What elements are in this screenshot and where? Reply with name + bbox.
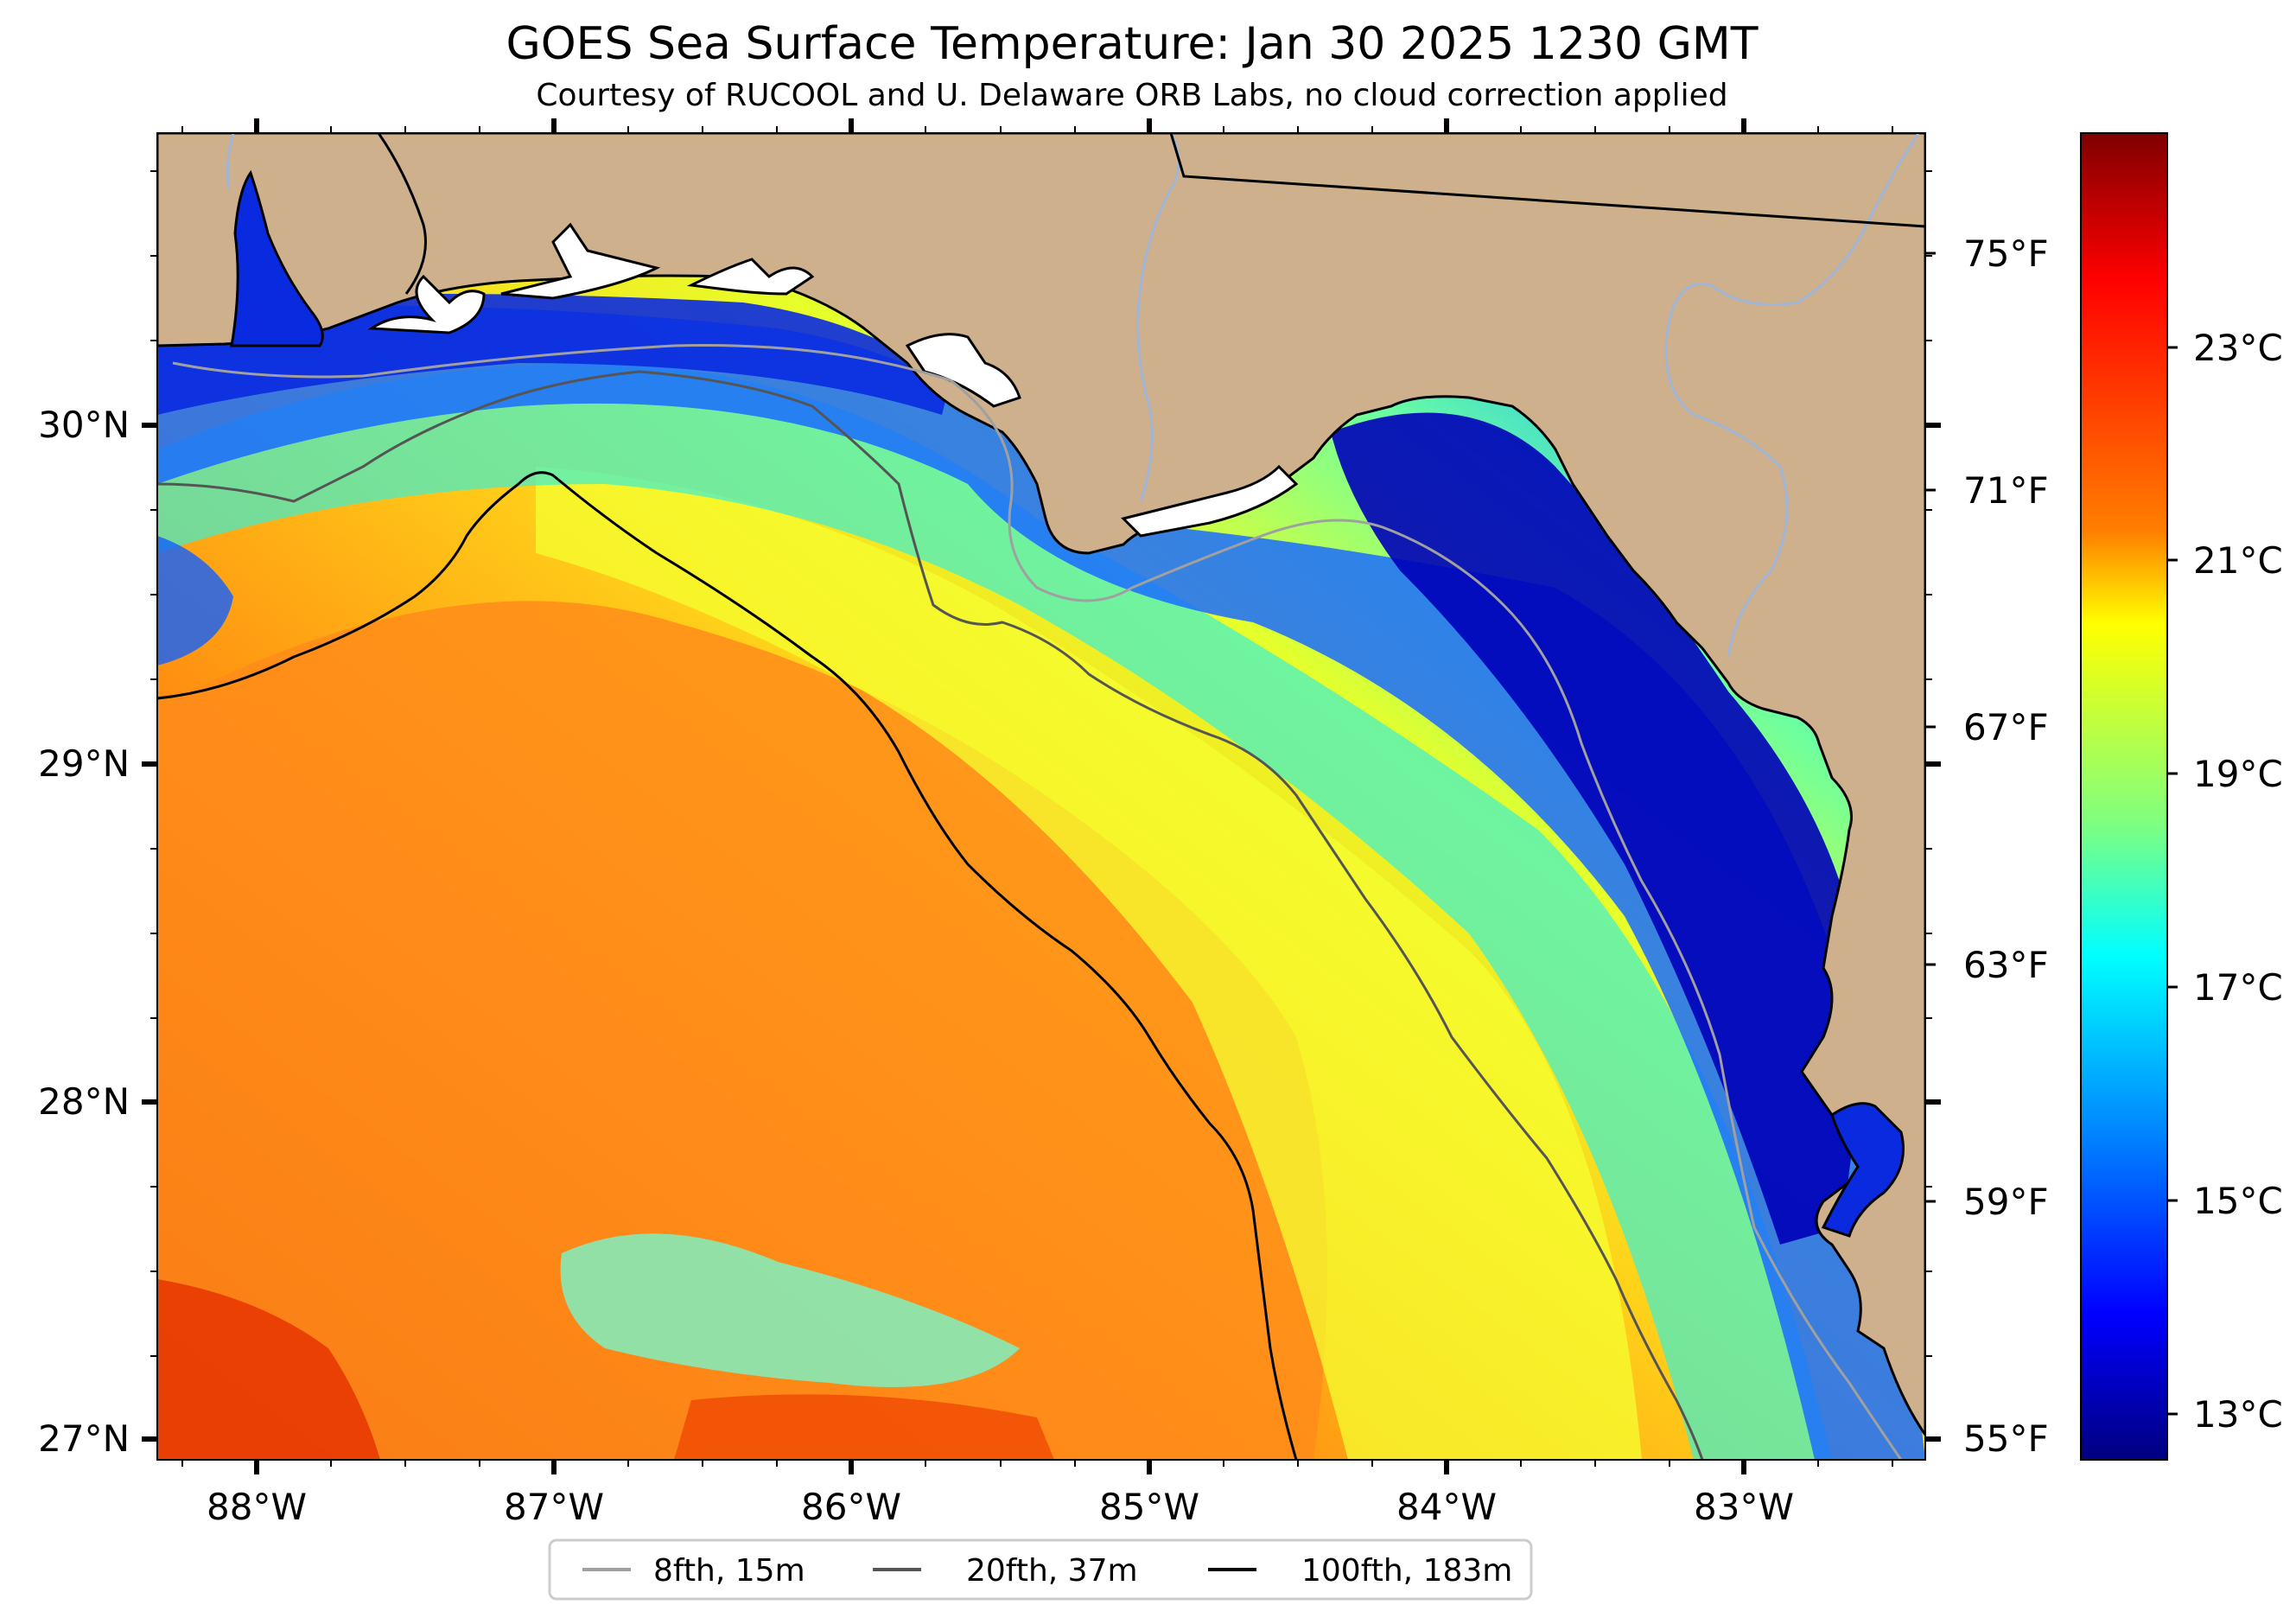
isobath-8fth bbox=[172, 344, 1903, 1460]
f-label-71: 71°F bbox=[1963, 469, 2049, 512]
lat-label-29n: 29°N bbox=[38, 742, 130, 785]
legend-label-100fth: 100fth, 183m bbox=[1301, 1553, 1512, 1589]
cbar-label-19c: 19°C bbox=[2193, 753, 2283, 795]
state-border-west bbox=[377, 133, 427, 295]
f-label-59: 59°F bbox=[1963, 1181, 2049, 1223]
sst-yellow-band bbox=[536, 467, 1642, 1460]
sst-darkblue-region bbox=[1331, 412, 1860, 1245]
lon-label-86w: 86°W bbox=[801, 1486, 901, 1528]
map-title: GOES Sea Surface Temperature: Jan 30 202… bbox=[506, 18, 1758, 70]
lat-label-28n: 28°N bbox=[38, 1080, 130, 1123]
sst-blue-west-edge bbox=[157, 536, 233, 666]
lon-ticks bbox=[254, 118, 1746, 1474]
f-label-67: 67°F bbox=[1963, 706, 2049, 748]
lat-label-30n: 30°N bbox=[38, 404, 130, 446]
bay-st-andrews bbox=[686, 258, 815, 296]
sst-cool-filament bbox=[560, 1233, 1020, 1387]
map-area bbox=[157, 133, 1925, 1460]
bay-choctawhatchee bbox=[500, 222, 661, 300]
map-subtitle: Courtesy of RUCOOL and U. Delaware ORB L… bbox=[536, 78, 1727, 113]
f-label-55: 55°F bbox=[1963, 1417, 2049, 1460]
lon-label-83w: 83°W bbox=[1694, 1486, 1794, 1528]
colorbar bbox=[2080, 132, 2168, 1461]
legend: 8fth, 15m 20fth, 37m 100fth, 183m bbox=[548, 1538, 1533, 1601]
fahrenheit-axis bbox=[1925, 252, 1936, 1440]
bay-pensacola bbox=[367, 274, 486, 334]
mobile-bay bbox=[230, 169, 324, 347]
map-frame bbox=[156, 132, 1926, 1461]
lon-label-87w: 87°W bbox=[504, 1486, 604, 1528]
lon-label-85w: 85°W bbox=[1099, 1486, 1199, 1528]
sst-hot-region bbox=[157, 1279, 380, 1460]
river-apalachicola bbox=[1136, 133, 1180, 502]
colorbar-ticks bbox=[2167, 346, 2178, 1416]
legend-label-20fth: 20fth, 37m bbox=[966, 1553, 1138, 1589]
lon-label-88w: 88°W bbox=[207, 1486, 307, 1528]
cbar-label-23c: 23°C bbox=[2193, 327, 2283, 369]
legend-label-8fth: 8fth, 15m bbox=[653, 1553, 805, 1589]
f-label-63: 63°F bbox=[1963, 944, 2049, 986]
cbar-label-17c: 17°C bbox=[2193, 966, 2283, 1009]
sst-hot-band bbox=[674, 1394, 1054, 1460]
cbar-label-21c: 21°C bbox=[2193, 539, 2283, 582]
rivers bbox=[226, 133, 1920, 658]
lat-label-27n: 27°N bbox=[38, 1417, 130, 1460]
minor-ticks bbox=[150, 126, 1932, 1467]
isobath-100fth bbox=[157, 471, 1298, 1460]
river-suwannee bbox=[1664, 133, 1920, 658]
f-label-75: 75°F bbox=[1963, 232, 2049, 275]
sst-cyan-band bbox=[157, 363, 1832, 1460]
lon-label-84w: 84°W bbox=[1396, 1486, 1497, 1528]
cbar-label-15c: 15°C bbox=[2193, 1180, 2283, 1222]
bay-apalachee bbox=[1121, 464, 1299, 538]
cbar-label-13c: 13°C bbox=[2193, 1393, 2283, 1436]
bay-tampa bbox=[1821, 1102, 1905, 1238]
river-mobile bbox=[226, 133, 235, 191]
lat-ticks bbox=[142, 423, 1941, 1442]
state-border bbox=[1169, 133, 1925, 228]
legend-box bbox=[548, 1538, 1533, 1601]
isobath-20fth bbox=[157, 370, 1704, 1460]
